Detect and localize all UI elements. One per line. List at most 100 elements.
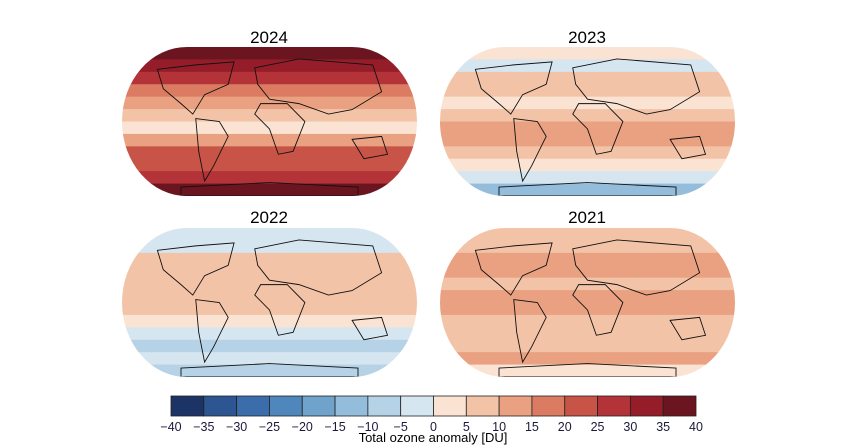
coastline (254, 58, 383, 115)
colorbar-tick: −30 (226, 420, 248, 434)
latitude-band (440, 364, 735, 377)
coastline (156, 61, 235, 115)
latitude-band (122, 265, 417, 279)
coastline (195, 118, 229, 183)
colorbar-segment (662, 395, 697, 417)
colorbar-segment (629, 395, 664, 417)
colorbar-segment (400, 395, 434, 417)
colorbar-segment (334, 395, 369, 417)
colorbar-tick: 20 (557, 420, 572, 434)
latitude-band (122, 277, 417, 291)
coastline (474, 242, 553, 296)
colorbar-label: Total ozone anomaly [DU] (358, 430, 508, 445)
latitude-band (122, 71, 417, 85)
coastline (513, 118, 547, 183)
latitude-band (440, 314, 735, 328)
colorbar-segment (236, 395, 270, 417)
colorbar-tick: −35 (193, 420, 215, 434)
latitude-band (122, 171, 417, 185)
map-2022 (122, 228, 417, 377)
colorbar-segment (498, 395, 533, 417)
latitude-band (440, 290, 735, 303)
colorbar-tick: −20 (291, 420, 313, 434)
latitude-band (122, 183, 417, 196)
latitude-band (122, 290, 417, 303)
latitude-band (440, 352, 735, 366)
latitude-band (440, 84, 735, 98)
colorbar-segment (597, 395, 631, 417)
colorbar-segment (170, 395, 205, 417)
coastline (351, 135, 389, 160)
coastline (498, 182, 677, 196)
colorbar-tick: 40 (689, 420, 703, 434)
panel-title-2021: 2021 (568, 208, 606, 227)
map-2021 (440, 228, 735, 377)
colorbar-segment (564, 395, 598, 417)
colorbar-tick: 5 (462, 420, 470, 434)
latitude-band (122, 314, 417, 328)
latitude-band (440, 133, 735, 147)
colorbar-segment (531, 395, 566, 417)
latitude-band (440, 183, 735, 196)
latitude-band (440, 146, 735, 160)
colorbar-segment (203, 395, 238, 417)
latitude-band (440, 47, 735, 60)
latitude-band (440, 171, 735, 185)
latitude-band (122, 158, 417, 172)
latitude-band (122, 339, 417, 353)
colorbar-tick: 25 (590, 420, 605, 434)
coastline (156, 242, 235, 296)
coastline (254, 239, 383, 296)
colorbar-tick: −15 (324, 420, 346, 434)
coastline (572, 239, 701, 296)
colorbar-segment (433, 395, 467, 417)
latitude-band (440, 71, 735, 85)
colorbar-segment (367, 395, 402, 417)
coastline (572, 58, 701, 115)
map-2024 (122, 47, 417, 196)
coastline (254, 284, 306, 336)
latitude-band (122, 109, 417, 122)
latitude-band (122, 121, 417, 135)
colorbar-segment (465, 395, 500, 417)
latitude-band (440, 252, 735, 266)
colorbar-tick: 30 (623, 420, 638, 434)
coastline (474, 61, 553, 115)
latitude-band (122, 84, 417, 98)
coastline (669, 135, 707, 160)
colorbar-tick: −40 (160, 420, 182, 434)
coastline (572, 103, 624, 155)
panel-title-2023: 2023 (568, 28, 606, 47)
latitude-band (122, 96, 417, 110)
colorbar-tick: 0 (430, 420, 437, 434)
latitude-band (440, 228, 735, 241)
coastline (195, 299, 229, 364)
panel-title-2022: 2022 (250, 208, 288, 227)
latitude-band (122, 302, 417, 316)
colorbar-tick: −5 (393, 420, 408, 434)
latitude-band (440, 327, 735, 341)
map-2023 (440, 47, 735, 196)
latitude-band (122, 252, 417, 266)
latitude-band (440, 109, 735, 122)
colorbar-segment (301, 395, 336, 417)
coastline (180, 182, 359, 196)
latitude-band (440, 265, 735, 279)
coastline (180, 363, 359, 377)
latitude-band (440, 121, 735, 135)
latitude-band (122, 364, 417, 377)
colorbar-tick: −10 (357, 420, 379, 434)
latitude-band (122, 47, 417, 60)
latitude-band (440, 339, 735, 353)
coastline (513, 299, 547, 364)
latitude-band (122, 133, 417, 147)
colorbar-tick: −25 (258, 420, 281, 434)
coastline (254, 103, 306, 155)
latitude-band (122, 228, 417, 241)
colorbar-segment (269, 395, 303, 417)
coastline (498, 363, 677, 377)
latitude-band (440, 277, 735, 291)
coastline (572, 284, 624, 336)
colorbar-tick: 15 (524, 420, 539, 434)
colorbar-tick: 35 (656, 420, 671, 434)
